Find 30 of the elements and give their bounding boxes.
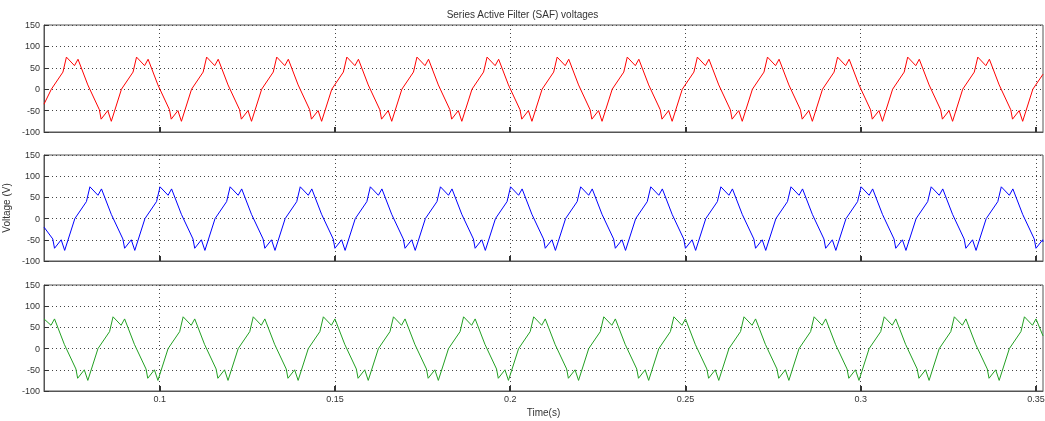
y-axis-title: Voltage (V)	[0, 183, 12, 233]
y-tick-label: 50	[29, 62, 40, 73]
y-tick-label: 150	[24, 280, 40, 290]
x-tick-label: 0.3	[854, 393, 867, 404]
y-tick-label: 0	[34, 84, 40, 95]
y-tick-label: 0	[34, 343, 40, 354]
x-tick-label: 0.35	[1027, 393, 1045, 404]
line-series	[43, 56, 1044, 122]
y-tick-label: 0	[34, 213, 40, 224]
y-tick-label: -100	[21, 386, 40, 396]
x-tick-label: 0.1	[153, 393, 166, 404]
y-tick-label: -100	[21, 256, 40, 266]
y-tick-label: -50	[26, 234, 40, 245]
y-tick-label: 100	[24, 301, 40, 312]
line-series	[43, 316, 1044, 381]
y-tick-label: 100	[24, 171, 40, 182]
y-tick-label: 100	[24, 41, 40, 52]
y-tick-label: -50	[26, 364, 40, 375]
y-tick-label: 150	[24, 150, 40, 160]
y-tick-label: -50	[26, 105, 40, 116]
y-tick-label: 50	[29, 322, 40, 333]
chart-title: Series Active Filter (SAF) voltages	[446, 8, 599, 20]
y-tick-label: -100	[21, 127, 40, 137]
line-series	[43, 186, 1044, 251]
x-tick-label: 0.25	[676, 393, 695, 404]
y-tick-label: 50	[29, 192, 40, 203]
x-tick-label: 0.15	[326, 393, 344, 404]
x-tick-label: 0.2	[503, 393, 517, 404]
x-axis-title: Time(s)	[526, 407, 561, 419]
y-tick-label: 150	[24, 20, 40, 30]
